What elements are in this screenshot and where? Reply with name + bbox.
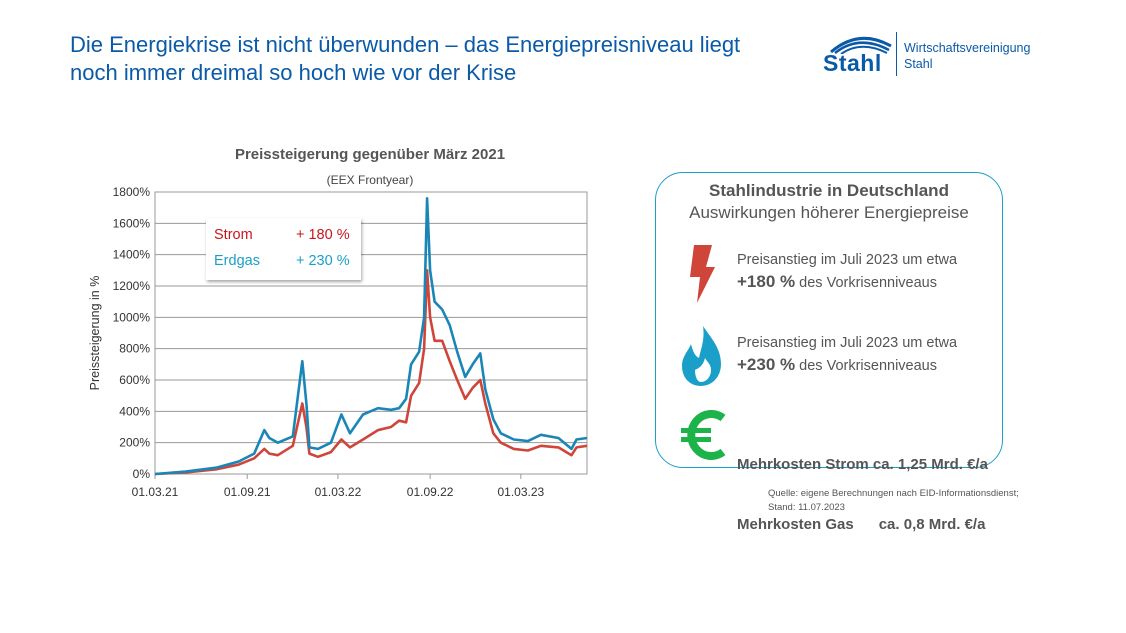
strom-increase-value: +180 % (737, 272, 796, 291)
y-tick-label: 1000% (113, 310, 151, 324)
euro-icon (681, 410, 726, 460)
title-line-1: Die Energiekrise ist nicht überwunden – … (70, 32, 741, 57)
logo-word: Stahl (823, 50, 882, 76)
logo-divider (896, 32, 897, 76)
cost-strom: Mehrkosten Strom ca. 1,25 Mrd. €/a (737, 456, 988, 473)
info-panel: Stahlindustrie in Deutschland Auswirkung… (655, 172, 1003, 533)
x-tick-label: 01.03.22 (315, 485, 362, 499)
page-title: Die Energiekrise ist nicht überwunden – … (70, 31, 740, 87)
chart-subtitle: (EEX Frontyear) (326, 173, 414, 187)
gas-info: Preisanstieg im Juli 2023 um etwa +230 %… (737, 333, 957, 377)
strom-info: Preisanstieg im Juli 2023 um etwa +180 %… (737, 250, 957, 294)
source-note: Quelle: eigene Berechnungen nach EID-Inf… (768, 487, 1019, 515)
chart-title: Preissteigerung gegenüber März 2021 (234, 146, 506, 163)
gas-info-rest: des Vorkrisenniveaus (795, 358, 937, 374)
flame-icon (682, 326, 721, 386)
y-tick-label: 1600% (113, 216, 151, 230)
legend-strom-label: Strom (214, 227, 253, 243)
y-tick-label: 200% (119, 436, 150, 450)
x-tick-label: 01.09.21 (224, 485, 271, 499)
legend-erdgas-value: + 230 % (296, 253, 350, 269)
chart-legend: Strom + 180 % Erdgas + 230 % (206, 218, 361, 280)
gas-info-line: Preisanstieg im Juli 2023 um etwa (737, 335, 958, 351)
x-tick-label: 01.09.22 (407, 485, 454, 499)
y-tick-label: 0% (133, 467, 151, 481)
cost-gas: Mehrkosten Gas ca. 0,8 Mrd. €/a (737, 516, 986, 533)
cost-info: Mehrkosten Strom ca. 1,25 Mrd. €/a Mehrk… (737, 415, 988, 575)
x-tick-label: 01.03.21 (132, 485, 179, 499)
logo-name-line-1: Wirtschaftsvereinigung (904, 41, 1031, 55)
series-line-erdgas (154, 197, 588, 476)
source-line: Quelle: eigene Berechnungen nach EID-Inf… (768, 488, 1019, 499)
series-line-strom (154, 268, 588, 476)
y-tick-label: 400% (119, 404, 150, 418)
title-line-2: noch immer dreimal so hoch wie vor der K… (70, 60, 517, 85)
logo: Stahl Wirtschaftsvereinigung Stahl (823, 30, 1033, 80)
logo-arc-icon (830, 36, 892, 54)
logo-name-line-2: Stahl (904, 57, 933, 71)
x-tick-label: 01.03.23 (497, 485, 544, 499)
strom-info-line: Preisanstieg im Juli 2023 um etwa (737, 252, 958, 268)
strom-info-rest: des Vorkrisenniveaus (795, 275, 937, 291)
logo-name: Wirtschaftsvereinigung Stahl (904, 40, 1030, 72)
y-tick-label: 800% (119, 342, 150, 356)
y-tick-label: 600% (119, 373, 150, 387)
lightning-icon (690, 245, 715, 303)
panel-subheading: Auswirkungen höherer Energiepreise (689, 203, 969, 222)
y-tick-label: 1400% (113, 248, 151, 262)
gas-increase-value: +230 % (737, 355, 796, 374)
source-date: Stand: 11.07.2023 (768, 502, 845, 513)
y-axis-label: Preissteigerung in % (88, 276, 102, 391)
legend-erdgas-label: Erdgas (214, 253, 260, 269)
legend-strom-value: + 180 % (296, 227, 350, 243)
y-tick-label: 1800% (113, 185, 151, 199)
y-tick-label: 1200% (113, 279, 151, 293)
panel-heading: Stahlindustrie in Deutschland (709, 181, 949, 200)
